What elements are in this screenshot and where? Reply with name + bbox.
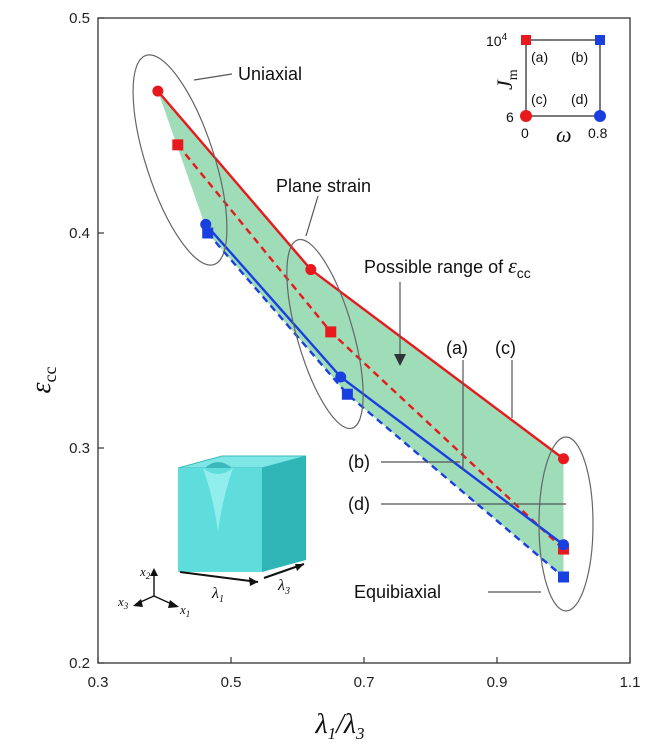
series-a-point-1	[305, 264, 317, 276]
series-a-point-0	[152, 85, 164, 97]
specimen-notch-front	[203, 468, 233, 532]
series-a-point-2	[558, 453, 569, 465]
uniaxial-leader	[193, 73, 233, 81]
dim-l1-head	[249, 577, 258, 586]
series-line-d	[206, 232, 565, 578]
triad-x3-label: x3	[117, 594, 129, 611]
x-tick-label: 0.5	[221, 674, 242, 691]
inset: (a) (b) (c) (d) 104 6 0 0.8 ω Jm	[486, 32, 608, 147]
y-tick-label: 0.2	[69, 655, 90, 672]
dim-l3-head	[295, 564, 304, 571]
x-tick-label: 0.9	[487, 674, 508, 691]
series-d-point-0	[202, 227, 214, 239]
series-b-point-1	[335, 371, 347, 383]
dim-l1-label: λ1	[211, 585, 224, 605]
label-b: (b)	[348, 452, 370, 472]
series-b-point-2	[558, 539, 569, 551]
series-c-point-1	[325, 326, 337, 338]
x-tick-label: 1.1	[620, 674, 641, 691]
plane-strain-label: Plane strain	[276, 176, 371, 196]
label-a: (a)	[446, 338, 468, 358]
triad-x1-head	[168, 600, 179, 608]
inset-marker-c	[520, 110, 532, 122]
dim-l3-label: λ3	[277, 577, 290, 597]
uniaxial-ellipse	[132, 54, 228, 266]
y-axis-label: εcc	[26, 366, 60, 393]
inset-cell-c: (c)	[531, 91, 547, 107]
series-layer	[152, 85, 569, 583]
inset-x-left: 0	[521, 125, 529, 141]
inset-cell-b: (b)	[571, 49, 588, 65]
inset-box	[525, 39, 601, 117]
equibiaxial-label: Equibiaxial	[354, 582, 441, 602]
inset-y-label: Jm	[492, 69, 521, 90]
series-d-point-2	[558, 571, 569, 583]
ticks-layer: 0.3 0.5 0.7 0.9 1.1 0.2 0.3 0.4 0.5	[69, 10, 640, 691]
inset-x-right: 0.8	[588, 125, 608, 141]
inset-marker-a	[521, 35, 531, 45]
triad-x2-head	[150, 568, 158, 576]
triad-x3-head	[133, 599, 143, 607]
inset-marker-b	[595, 35, 605, 45]
y-tick-label: 0.5	[69, 10, 90, 27]
inset-marker-d	[594, 110, 606, 122]
possible-range-label: Possible range of εcc	[364, 253, 531, 281]
x-tick-label: 0.3	[88, 674, 109, 691]
specimen-illustration: λ1 λ3 x2 x1 x3	[117, 455, 307, 619]
series-b-point-0	[200, 218, 212, 230]
x-axis-label: λ1/λ3	[314, 709, 364, 743]
plane-strain-leader	[305, 195, 319, 237]
equibiaxial-ellipse	[538, 436, 594, 612]
series-c-point-0	[172, 139, 184, 151]
plane-strain-ellipse	[286, 238, 364, 430]
label-c: (c)	[495, 338, 516, 358]
inset-cell-a: (a)	[531, 49, 548, 65]
series-d-point-1	[341, 388, 353, 400]
triad-x2-label: x2	[139, 564, 151, 581]
triad-x1-label: x1	[179, 602, 190, 619]
inset-y-top: 104	[486, 32, 508, 49]
inset-y-bottom: 6	[506, 109, 514, 125]
inset-cell-d: (d)	[571, 91, 588, 107]
specimen-side	[262, 456, 306, 572]
uniaxial-label: Uniaxial	[238, 64, 302, 84]
specimen-front	[178, 468, 262, 572]
label-d: (d)	[348, 494, 370, 514]
inset-x-label: ω	[556, 122, 572, 147]
x-tick-label: 0.7	[354, 674, 375, 691]
y-tick-label: 0.3	[69, 440, 90, 457]
y-tick-label: 0.4	[69, 225, 90, 242]
possible-range-arrowhead	[394, 354, 406, 366]
dim-l1-arrow	[179, 571, 259, 583]
